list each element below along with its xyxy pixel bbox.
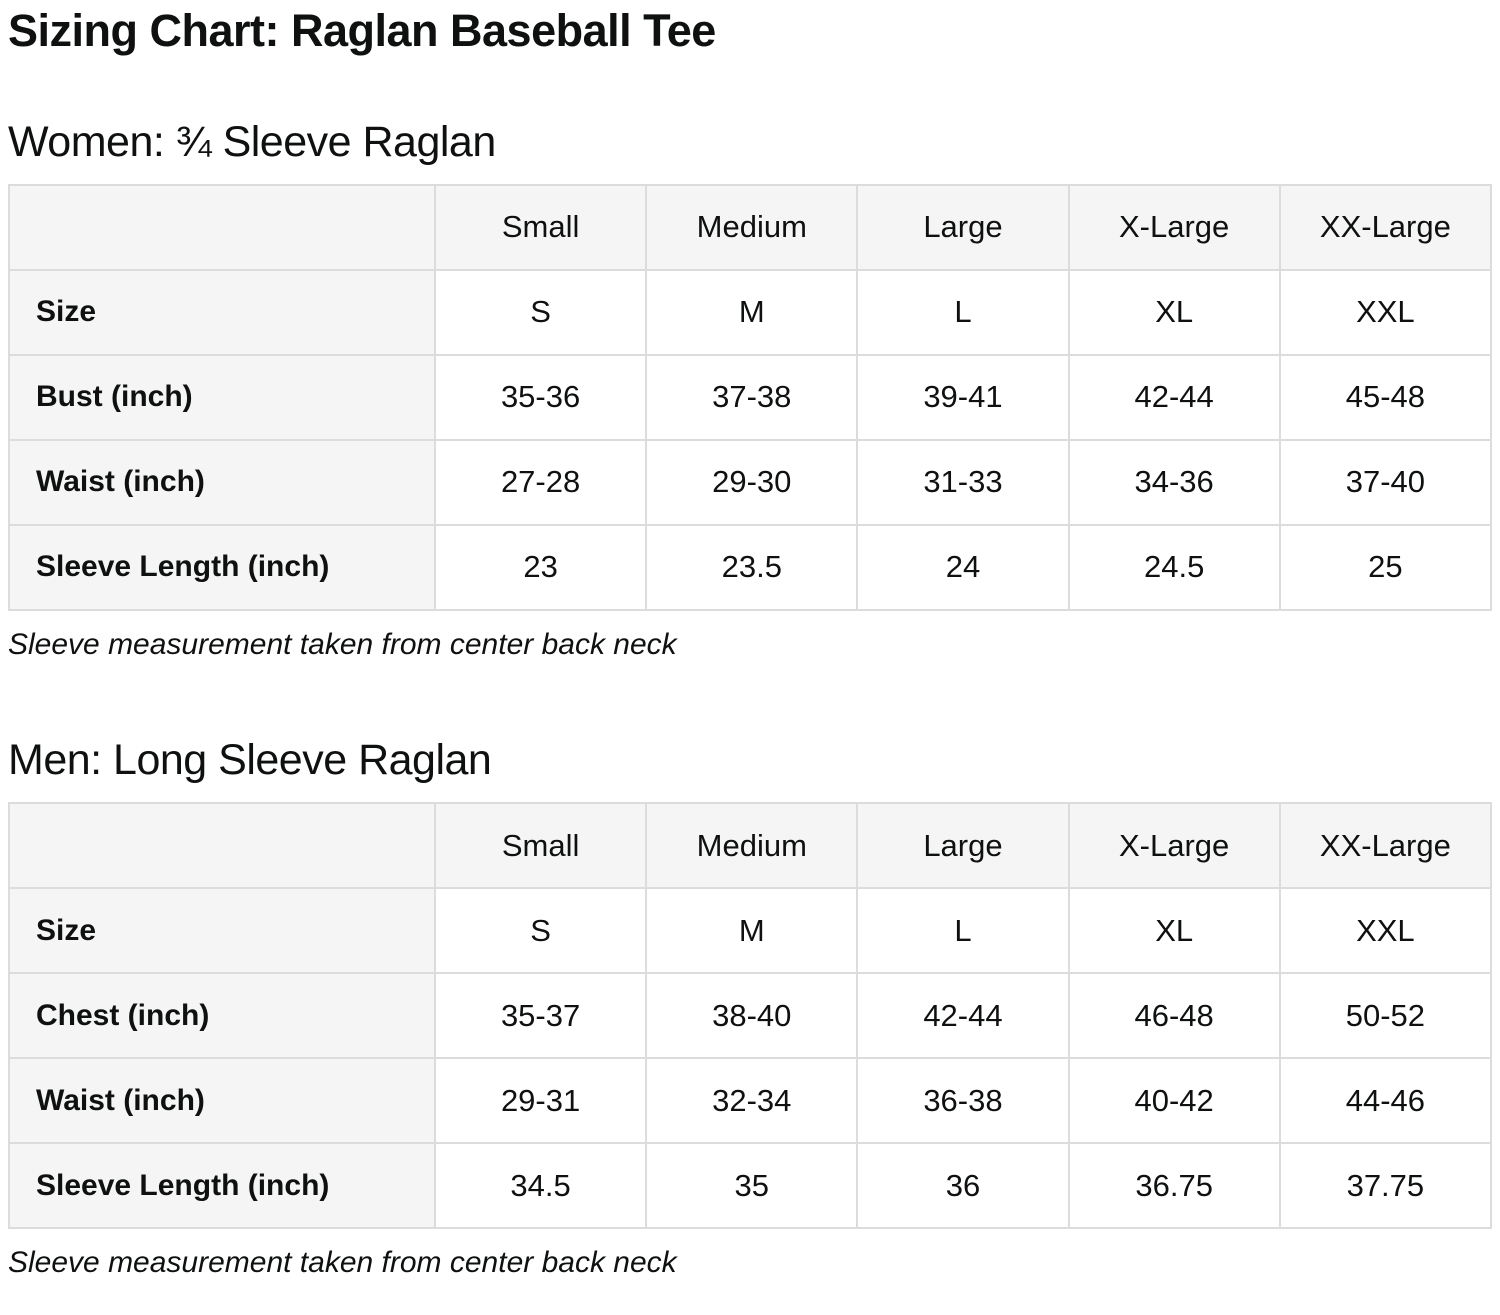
women-corner-cell: [8, 183, 436, 271]
men-column-header-x-large: X-Large: [1067, 802, 1281, 890]
men-row-sleeve-length: Sleeve Length (inch) 34.5 35 36 36.75 37…: [8, 1142, 1493, 1230]
data-cell: 24: [856, 523, 1070, 611]
men-column-header-xx-large: XX-Large: [1278, 802, 1493, 890]
women-table-note: Sleeve measurement taken from center bac…: [8, 627, 677, 661]
women-section: Women: ¾ Sleeve Raglan Small Medium Larg…: [8, 117, 1493, 661]
data-cell: 35: [645, 1142, 859, 1230]
women-column-header-small: Small: [433, 183, 648, 271]
data-cell: 37-40: [1278, 438, 1493, 526]
men-header-row: Small Medium Large X-Large XX-Large: [8, 802, 1493, 890]
data-cell: 35-36: [433, 353, 648, 441]
data-cell: 38-40: [645, 972, 859, 1060]
women-column-header-xx-large: XX-Large: [1278, 183, 1493, 271]
data-cell: M: [645, 268, 859, 356]
row-label: Sleeve Length (inch): [8, 523, 436, 611]
data-cell: 40-42: [1067, 1057, 1281, 1145]
data-cell: 35-37: [433, 972, 648, 1060]
women-row-sleeve-length: Sleeve Length (inch) 23 23.5 24 24.5 25: [8, 523, 1493, 611]
women-column-header-x-large: X-Large: [1067, 183, 1281, 271]
data-cell: 32-34: [645, 1057, 859, 1145]
row-label: Bust (inch): [8, 353, 436, 441]
data-cell: 24.5: [1067, 523, 1281, 611]
data-cell: 36-38: [856, 1057, 1070, 1145]
data-cell: XXL: [1278, 268, 1493, 356]
data-cell: 23.5: [645, 523, 859, 611]
row-label: Size: [8, 887, 436, 975]
page-title: Sizing Chart: Raglan Baseball Tee: [8, 5, 716, 56]
women-column-header-large: Large: [856, 183, 1070, 271]
data-cell: 45-48: [1278, 353, 1493, 441]
data-cell: S: [433, 268, 648, 356]
data-cell: L: [856, 268, 1070, 356]
data-cell: 27-28: [433, 438, 648, 526]
men-row-size: Size S M L XL XXL: [8, 887, 1493, 975]
row-label: Sleeve Length (inch): [8, 1142, 436, 1230]
data-cell: 23: [433, 523, 648, 611]
data-cell: 34.5: [433, 1142, 648, 1230]
data-cell: 34-36: [1067, 438, 1281, 526]
data-cell: 37.75: [1278, 1142, 1493, 1230]
data-cell: L: [856, 887, 1070, 975]
women-sizing-table: Small Medium Large X-Large XX-Large Size…: [8, 183, 1493, 611]
data-cell: M: [645, 887, 859, 975]
row-label: Waist (inch): [8, 438, 436, 526]
women-header-row: Small Medium Large X-Large XX-Large: [8, 183, 1493, 271]
women-section-heading: Women: ¾ Sleeve Raglan: [8, 117, 496, 166]
row-label: Waist (inch): [8, 1057, 436, 1145]
men-section-heading: Men: Long Sleeve Raglan: [8, 735, 492, 784]
men-column-header-medium: Medium: [645, 802, 859, 890]
data-cell: XL: [1067, 268, 1281, 356]
men-table-note: Sleeve measurement taken from center bac…: [8, 1246, 677, 1280]
data-cell: 42-44: [856, 972, 1070, 1060]
men-section: Men: Long Sleeve Raglan Small Medium Lar…: [8, 735, 1493, 1280]
data-cell: 46-48: [1067, 972, 1281, 1060]
data-cell: 29-31: [433, 1057, 648, 1145]
row-label: Chest (inch): [8, 972, 436, 1060]
data-cell: 50-52: [1278, 972, 1493, 1060]
data-cell: XL: [1067, 887, 1281, 975]
data-cell: 36.75: [1067, 1142, 1281, 1230]
data-cell: 25: [1278, 523, 1493, 611]
women-row-waist: Waist (inch) 27-28 29-30 31-33 34-36 37-…: [8, 438, 1493, 526]
data-cell: 31-33: [856, 438, 1070, 526]
men-sizing-table: Small Medium Large X-Large XX-Large Size…: [8, 802, 1493, 1230]
data-cell: 37-38: [645, 353, 859, 441]
data-cell: S: [433, 887, 648, 975]
men-corner-cell: [8, 802, 436, 890]
men-column-header-small: Small: [433, 802, 648, 890]
data-cell: 42-44: [1067, 353, 1281, 441]
data-cell: 36: [856, 1142, 1070, 1230]
data-cell: 39-41: [856, 353, 1070, 441]
men-row-chest: Chest (inch) 35-37 38-40 42-44 46-48 50-…: [8, 972, 1493, 1060]
women-column-header-medium: Medium: [645, 183, 859, 271]
men-column-header-large: Large: [856, 802, 1070, 890]
row-label: Size: [8, 268, 436, 356]
women-row-size: Size S M L XL XXL: [8, 268, 1493, 356]
data-cell: 44-46: [1278, 1057, 1493, 1145]
women-row-bust: Bust (inch) 35-36 37-38 39-41 42-44 45-4…: [8, 353, 1493, 441]
men-row-waist: Waist (inch) 29-31 32-34 36-38 40-42 44-…: [8, 1057, 1493, 1145]
data-cell: 29-30: [645, 438, 859, 526]
data-cell: XXL: [1278, 887, 1493, 975]
